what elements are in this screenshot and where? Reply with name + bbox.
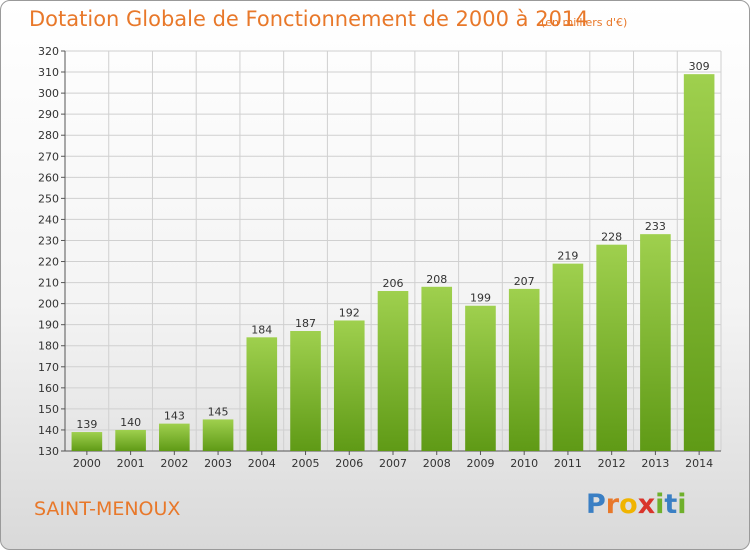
x-tick-label: 2003: [204, 457, 232, 470]
y-tick-label: 170: [38, 361, 59, 374]
data-label: 233: [645, 220, 666, 233]
y-tick-label: 130: [38, 445, 59, 458]
y-tick-label: 240: [38, 213, 59, 226]
x-tick-label: 2001: [117, 457, 145, 470]
y-tick-label: 210: [38, 277, 59, 290]
x-tick-label: 2009: [466, 457, 494, 470]
bar-2011[interactable]: [552, 263, 584, 451]
x-tick-label: 2002: [160, 457, 188, 470]
y-tick-label: 150: [38, 403, 59, 416]
data-label: 140: [120, 416, 141, 429]
x-tick-label: 2004: [248, 457, 276, 470]
y-tick-label: 250: [38, 192, 59, 205]
y-tick-label: 180: [38, 340, 59, 353]
x-tick-label: 2000: [73, 457, 101, 470]
logo-letter: P: [586, 489, 606, 520]
x-tick-label: 2014: [685, 457, 713, 470]
y-tick-label: 160: [38, 382, 59, 395]
y-tick-label: 320: [38, 45, 59, 58]
data-label: 207: [514, 275, 535, 288]
data-label: 199: [470, 292, 491, 305]
x-tick-label: 2005: [292, 457, 320, 470]
x-tick-label: 2011: [554, 457, 582, 470]
bar-2005[interactable]: [290, 331, 321, 451]
chart-title: Dotation Globale de Fonctionnement de 20…: [29, 7, 589, 31]
bar-2013[interactable]: [640, 234, 671, 451]
logo-letter: r: [605, 489, 620, 520]
data-label: 143: [164, 410, 185, 423]
logo-letter: i: [655, 489, 665, 520]
x-tick-label: 2012: [598, 457, 626, 470]
logo-letter: o: [619, 489, 638, 520]
bar-2000[interactable]: [71, 432, 103, 451]
data-label: 139: [76, 418, 97, 431]
bar-2007[interactable]: [377, 291, 409, 451]
data-label: 187: [295, 317, 316, 330]
x-tick-label: 2008: [423, 457, 451, 470]
y-tick-label: 220: [38, 256, 59, 269]
y-tick-label: 140: [38, 424, 59, 437]
bar-2002[interactable]: [159, 423, 190, 451]
y-tick-label: 300: [38, 87, 59, 100]
data-label: 206: [383, 277, 404, 290]
data-label: 145: [208, 405, 229, 418]
bar-2010[interactable]: [508, 288, 540, 451]
bar-2003[interactable]: [202, 419, 234, 451]
data-label: 192: [339, 306, 360, 319]
commune-name: SAINT-MENOUX: [34, 498, 181, 520]
data-label: 184: [251, 323, 272, 336]
data-label: 309: [689, 60, 710, 73]
y-tick-label: 200: [38, 298, 59, 311]
bar-2008[interactable]: [421, 286, 453, 451]
x-tick-label: 2013: [641, 457, 669, 470]
y-tick-label: 190: [38, 319, 59, 332]
bar-2004[interactable]: [246, 337, 278, 451]
x-tick-label: 2007: [379, 457, 407, 470]
bar-2009[interactable]: [465, 305, 496, 451]
logo-letter: x: [637, 489, 656, 520]
y-tick-label: 270: [38, 150, 59, 163]
y-tick-label: 260: [38, 171, 59, 184]
bar-2014[interactable]: [683, 74, 715, 451]
x-tick-label: 2006: [335, 457, 363, 470]
bar-2012[interactable]: [596, 244, 627, 451]
x-tick-label: 2010: [510, 457, 538, 470]
data-label: 219: [557, 250, 578, 263]
data-label: 208: [426, 273, 447, 286]
data-label: 228: [601, 231, 622, 244]
y-tick-label: 280: [38, 129, 59, 142]
chart-subtitle: (en milliers d'€): [541, 16, 628, 29]
proxiti-logo[interactable]: Proxiti: [586, 489, 687, 520]
y-tick-label: 230: [38, 234, 59, 247]
y-tick-label: 290: [38, 108, 59, 121]
bar-2001[interactable]: [115, 429, 146, 451]
bar-2006[interactable]: [333, 320, 365, 451]
y-tick-label: 310: [38, 66, 59, 79]
logo-letter: t: [664, 489, 678, 520]
logo-letter: i: [677, 489, 687, 520]
